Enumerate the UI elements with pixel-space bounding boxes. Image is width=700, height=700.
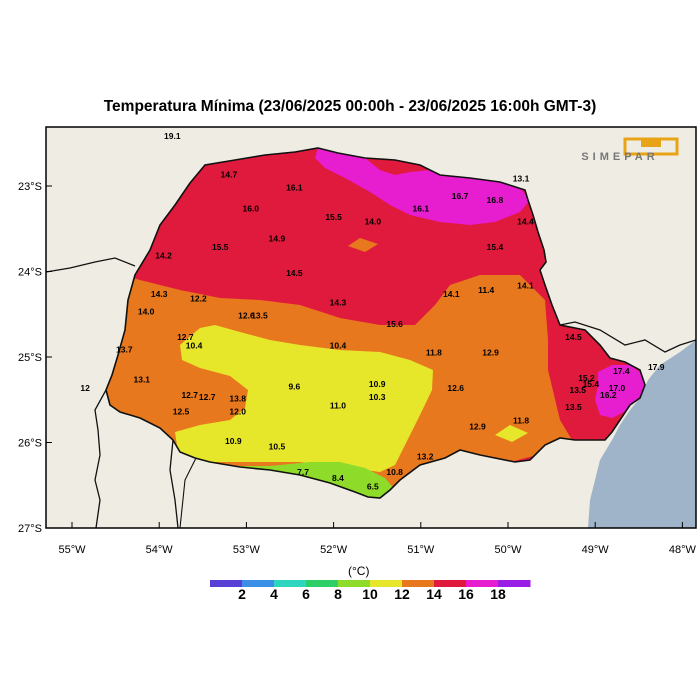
station-value: 12.6 bbox=[447, 383, 464, 393]
station-value: 14.1 bbox=[443, 289, 460, 299]
station-value: 11.8 bbox=[513, 416, 529, 426]
station-value: 10.4 bbox=[330, 340, 347, 350]
station-value: 17.4 bbox=[613, 366, 630, 376]
border-sp bbox=[559, 321, 696, 353]
lat-label: 23°S bbox=[18, 181, 42, 193]
latitude-axis: 23°S 24°S 25°S 26°S 27°S bbox=[18, 181, 52, 535]
station-value: 13.2 bbox=[417, 452, 434, 462]
station-value: 13.5 bbox=[251, 311, 268, 321]
station-value: 11.8 bbox=[426, 347, 442, 357]
station-value: 6.5 bbox=[367, 482, 379, 492]
lat-label: 26°S bbox=[18, 438, 42, 450]
station-value: 12.7 bbox=[181, 390, 198, 400]
station-value: 12.2 bbox=[190, 293, 207, 303]
lon-label: 54°W bbox=[146, 544, 174, 556]
lon-label: 48°W bbox=[669, 544, 697, 556]
lon-label: 53°W bbox=[233, 544, 261, 556]
map-area bbox=[46, 127, 696, 528]
station-value: 15.2 bbox=[578, 373, 595, 383]
station-value: 14.9 bbox=[269, 234, 286, 244]
station-value: 9.6 bbox=[288, 381, 300, 391]
station-value: 13.8 bbox=[229, 393, 246, 403]
station-value: 10.9 bbox=[369, 379, 386, 389]
lat-label: 27°S bbox=[18, 523, 42, 535]
station-value: 11.4 bbox=[478, 285, 494, 295]
station-value: 10.5 bbox=[269, 441, 286, 451]
station-value: 13.5 bbox=[569, 385, 586, 395]
station-value: 16.2 bbox=[600, 390, 617, 400]
simepar-logo: SIMEPAR bbox=[581, 137, 679, 163]
map-frame bbox=[45, 126, 697, 529]
station-value: 12.7 bbox=[177, 332, 194, 342]
station-value: 16.7 bbox=[452, 191, 469, 201]
station-value: 14.3 bbox=[330, 298, 347, 308]
station-value: 10.9 bbox=[225, 436, 242, 446]
border-arg-sc bbox=[179, 457, 197, 528]
station-value: 16.1 bbox=[286, 182, 303, 192]
station-value: 17.9 bbox=[648, 362, 665, 372]
station-value: 12.9 bbox=[482, 347, 499, 357]
lon-label: 51°W bbox=[407, 544, 435, 556]
station-value: 13.1 bbox=[133, 375, 150, 385]
station-value: 14.0 bbox=[138, 306, 155, 316]
lat-label: 24°S bbox=[18, 267, 42, 279]
state-boundary bbox=[105, 147, 646, 499]
station-value: 12.0 bbox=[229, 406, 246, 416]
station-value: 12.9 bbox=[469, 422, 486, 432]
lat-label: 25°S bbox=[18, 352, 42, 364]
station-value: 14.0 bbox=[365, 216, 382, 226]
lon-label: 52°W bbox=[320, 544, 348, 556]
station-value: 10.8 bbox=[386, 467, 403, 477]
station-value: 13.1 bbox=[513, 174, 530, 184]
border-ms bbox=[46, 257, 136, 273]
station-value: 11.0 bbox=[330, 400, 346, 410]
map-title: Temperatura Mínima (23/06/2025 00:00h - … bbox=[103, 98, 597, 115]
station-value: 15.6 bbox=[386, 319, 403, 329]
station-value: 12.7 bbox=[199, 392, 216, 402]
border-argentina bbox=[169, 439, 179, 528]
station-value: 8.4 bbox=[332, 473, 344, 483]
station-value: 14.5 bbox=[565, 332, 582, 342]
station-value: 16.8 bbox=[487, 195, 504, 205]
station-value: 16.0 bbox=[242, 204, 259, 214]
logo-text: SIMEPAR bbox=[581, 151, 658, 163]
station-value: 12 bbox=[80, 383, 90, 393]
border-paraguay bbox=[94, 389, 107, 528]
station-value: 14.5 bbox=[286, 268, 303, 278]
station-value: 7.7 bbox=[297, 467, 309, 477]
station-value: 10.4 bbox=[186, 340, 203, 350]
longitude-axis: 55°W 54°W 53°W 52°W 51°W 50°W 49°W 48°W bbox=[58, 522, 697, 556]
station-value: 16.1 bbox=[413, 204, 430, 214]
station-value: 12.5 bbox=[173, 406, 190, 416]
station-value: 10.3 bbox=[369, 392, 386, 402]
lon-label: 55°W bbox=[58, 544, 86, 556]
station-value: 15.4 bbox=[583, 379, 600, 389]
station-value: 15.5 bbox=[212, 242, 229, 252]
station-value: 13.7 bbox=[116, 345, 133, 355]
station-value: 12.6 bbox=[238, 311, 255, 321]
station-value: 15.4 bbox=[487, 242, 504, 252]
station-value: 14.4 bbox=[517, 216, 534, 226]
station-value: 17.0 bbox=[609, 383, 626, 393]
station-value: 14.7 bbox=[221, 169, 238, 179]
station-value: 13.5 bbox=[565, 402, 582, 412]
station-value: 19.1 bbox=[164, 131, 181, 141]
ocean bbox=[588, 340, 696, 528]
station-value: 14.2 bbox=[155, 251, 172, 261]
station-value: 14.3 bbox=[151, 289, 168, 299]
station-value: 14.1 bbox=[517, 281, 534, 291]
lon-label: 49°W bbox=[582, 544, 610, 556]
station-values: 19.1 14.7 16.1 16.0 15.5 14.0 16.1 16.7 16.8 13.1… bbox=[80, 131, 664, 492]
station-value: 15.5 bbox=[325, 212, 342, 222]
colorbar-unit: (°C) bbox=[348, 564, 370, 578]
lon-label: 50°W bbox=[494, 544, 522, 556]
